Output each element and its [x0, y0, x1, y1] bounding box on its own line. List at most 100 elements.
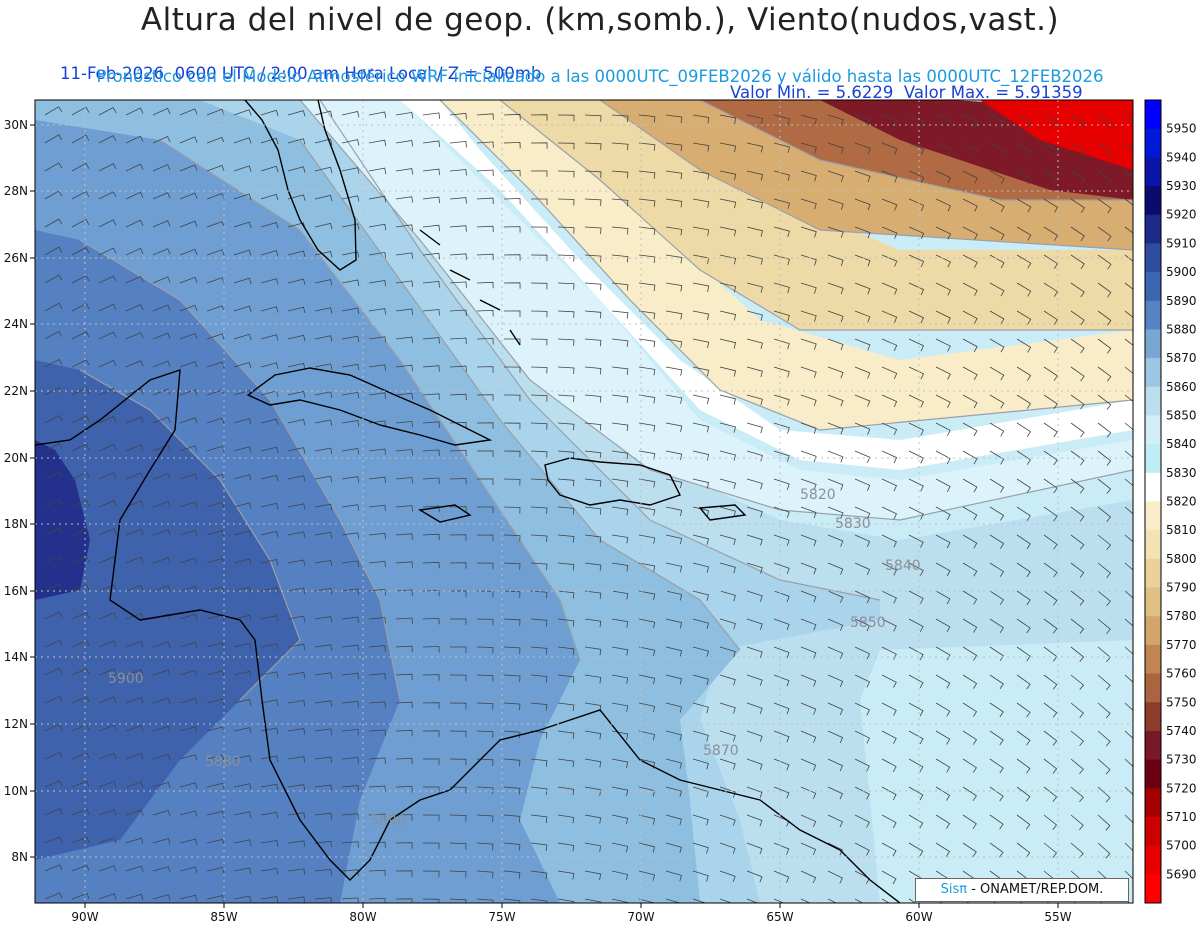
wind-barb	[260, 362, 279, 369]
wind-barb	[1043, 114, 1059, 129]
wind-barb	[1043, 506, 1058, 522]
colorbar-label: 5800	[1166, 552, 1197, 566]
wind-barb	[233, 109, 252, 116]
wind-barb	[719, 450, 736, 461]
wind-barb	[935, 842, 951, 857]
wind-barb	[287, 391, 306, 398]
wind-barb	[206, 361, 225, 368]
wind-barb	[287, 812, 306, 819]
wind-barb	[989, 282, 1005, 297]
wind-barb	[827, 366, 844, 379]
wind-barb	[638, 142, 656, 151]
wind-barb	[260, 839, 279, 847]
wind-barb	[719, 142, 737, 153]
credit-box: Sisπ - ONAMET/REP.DOM.	[915, 878, 1129, 902]
wind-barb	[638, 730, 656, 741]
wind-barb	[395, 561, 413, 568]
wind-barb	[395, 786, 413, 793]
wind-barb	[287, 840, 306, 847]
wind-barb	[584, 758, 602, 768]
wind-barb	[71, 555, 90, 564]
wind-barb	[638, 198, 656, 207]
wind-barb	[179, 641, 198, 649]
wind-barb	[71, 583, 90, 592]
wind-barb	[935, 562, 951, 577]
wind-barb	[395, 111, 414, 119]
wind-barb	[719, 198, 737, 209]
wind-barb	[71, 275, 90, 284]
wind-barb	[989, 534, 1005, 549]
wind-barb	[584, 786, 602, 796]
wind-barb	[98, 472, 117, 480]
wind-barb	[341, 223, 360, 230]
wind-barb	[179, 136, 198, 144]
wind-barb	[746, 226, 763, 237]
wind-barb	[260, 278, 279, 285]
wind-barb	[1070, 422, 1085, 438]
wind-barb	[881, 226, 898, 239]
wind-barb	[692, 422, 710, 433]
wind-barb	[44, 471, 63, 480]
wind-barb	[692, 534, 709, 545]
wind-barb	[314, 222, 333, 230]
wind-barb	[341, 532, 360, 539]
wind-barb	[476, 366, 494, 373]
wind-barb	[935, 534, 951, 549]
wind-barb	[935, 730, 951, 745]
wind-barb	[800, 674, 817, 687]
wind-barb	[530, 758, 548, 767]
wind-barb	[989, 758, 1004, 774]
wind-barb	[746, 142, 764, 153]
wind-barb	[1043, 814, 1058, 830]
wind-barb	[233, 586, 252, 594]
wind-barb	[746, 478, 763, 490]
wind-barb	[746, 674, 763, 686]
wind-barb	[98, 500, 117, 508]
wind-barb	[800, 506, 817, 519]
wind-barb	[1016, 786, 1031, 802]
wind-barb	[530, 534, 548, 543]
wind-barb	[557, 254, 575, 262]
wind-barb	[1043, 478, 1058, 494]
wind-barb	[908, 114, 925, 127]
graticule	[35, 100, 1133, 903]
wind-barb	[989, 618, 1004, 634]
wind-barb	[854, 618, 871, 632]
wind-barb	[179, 332, 198, 340]
wind-barb	[206, 192, 225, 200]
wind-barb	[395, 168, 414, 175]
wind-barb	[854, 534, 871, 548]
wind-barb	[962, 786, 977, 802]
wind-barb	[233, 614, 252, 622]
wind-barb	[314, 728, 332, 735]
wind-barb	[638, 478, 656, 488]
wind-barb	[800, 338, 817, 350]
wind-barb	[395, 252, 414, 259]
wind-barb	[1016, 898, 1023, 903]
wind-barb	[557, 786, 575, 796]
wind-barb	[1043, 366, 1058, 382]
wind-barb	[368, 841, 386, 849]
wind-barb	[908, 142, 925, 155]
wind-barb	[98, 668, 117, 676]
wind-barb	[44, 106, 63, 116]
wind-barb	[368, 280, 387, 287]
colorbar-label: 5710	[1166, 810, 1197, 824]
wind-barb	[665, 198, 683, 208]
wind-barb	[206, 867, 225, 874]
wind-barb	[800, 898, 811, 903]
wind-barb	[368, 336, 387, 343]
wind-barb	[719, 114, 737, 124]
wind-barb	[719, 786, 736, 798]
wind-barb	[1070, 226, 1085, 242]
wind-barb	[854, 674, 871, 688]
wind-barb	[638, 366, 656, 376]
wind-barb	[908, 786, 924, 801]
wind-barb	[206, 108, 225, 116]
wind-barb	[179, 248, 198, 256]
wind-barb	[908, 730, 924, 745]
lon-tick: 60W	[905, 910, 932, 924]
wind-barb	[557, 646, 575, 655]
wind-barb	[611, 478, 629, 488]
wind-barb	[314, 700, 333, 707]
